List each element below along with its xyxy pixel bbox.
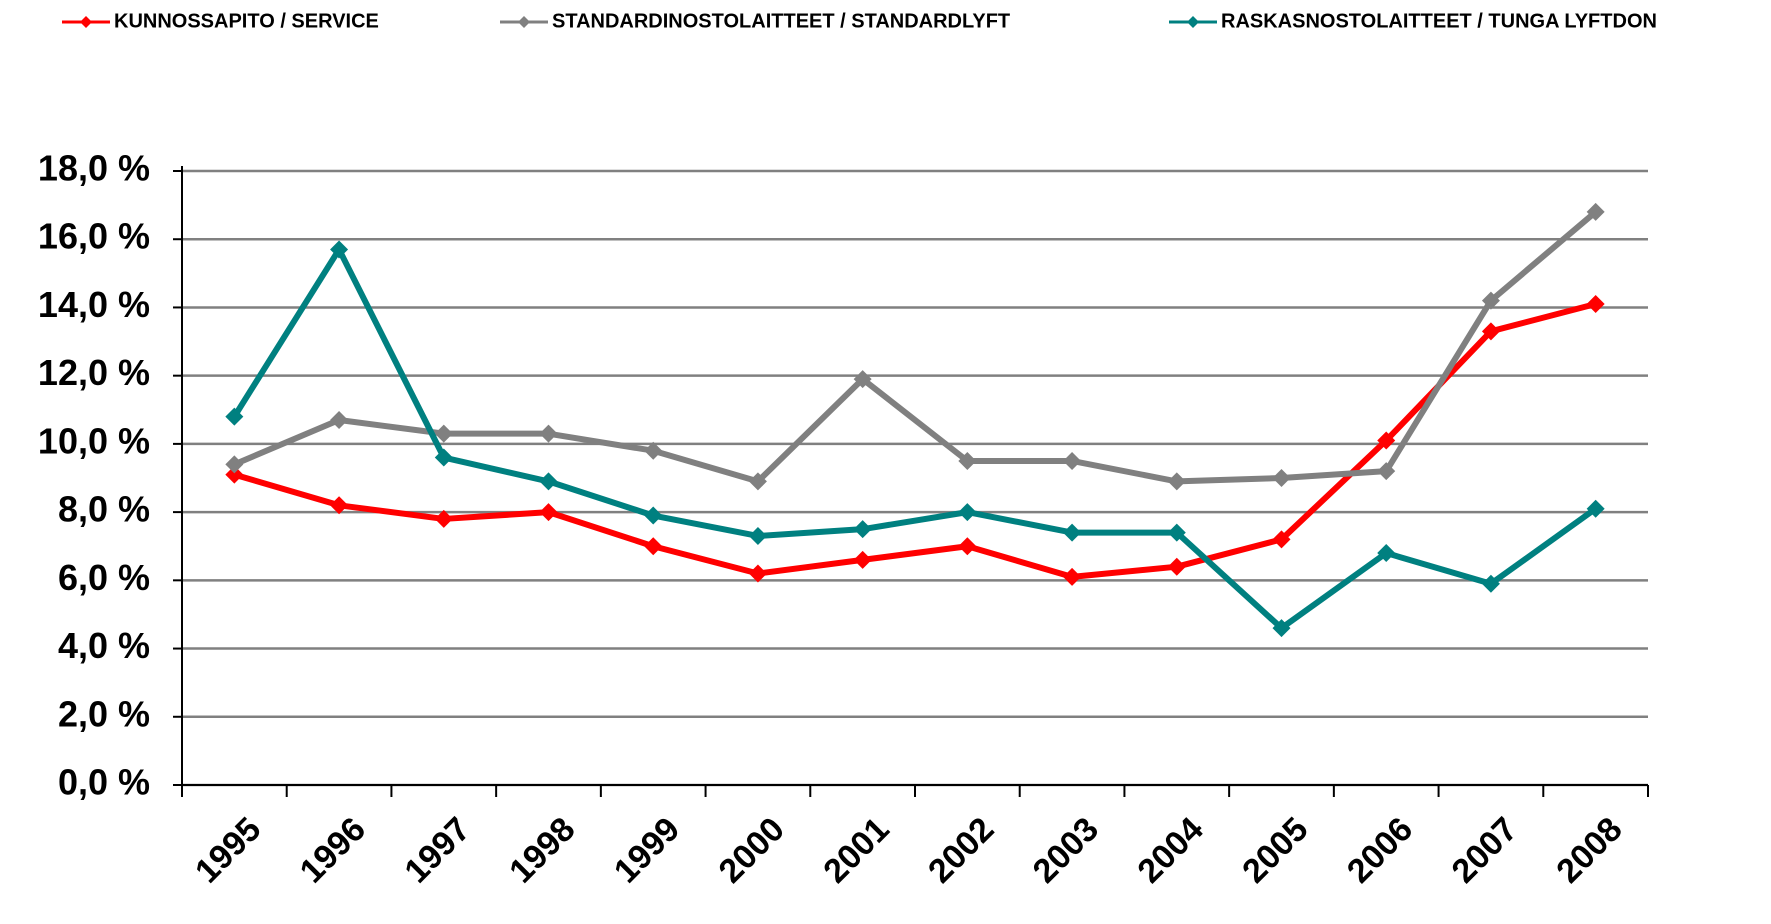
legend-label: RASKASNOSTOLAITTEET / TUNGA LYFTDON (1221, 10, 1657, 32)
point-marker (1063, 523, 1082, 542)
x-tick-label: 1995 (188, 810, 268, 890)
point-marker (958, 537, 977, 556)
x-tick-label: 2008 (1549, 810, 1629, 890)
point-marker (1272, 619, 1291, 638)
x-tick-label: 2001 (816, 810, 896, 890)
point-marker (853, 370, 872, 389)
point-marker (1272, 530, 1291, 549)
x-tick-label: 2005 (1235, 810, 1315, 890)
y-tick-label: 0,0 % (58, 762, 150, 803)
y-tick-label: 8,0 % (58, 489, 150, 530)
point-marker (1481, 291, 1500, 310)
legend-marker (1187, 16, 1199, 28)
legend-label: KUNNOSSAPITO / SERVICE (114, 10, 379, 32)
point-marker (434, 509, 453, 528)
series-line (231, 246, 1598, 632)
point-marker (539, 503, 558, 522)
point-marker (225, 465, 244, 484)
series-line (233, 209, 1598, 485)
point-marker (644, 506, 663, 525)
legend-label: STANDARDINOSTOLAITTEET / STANDARDLYFT (552, 10, 1010, 32)
x-tick-label: 2003 (1026, 810, 1106, 890)
point-marker (434, 448, 453, 467)
point-marker (1167, 557, 1186, 576)
point-marker (748, 472, 767, 491)
y-tick-label: 10,0 % (38, 420, 150, 461)
legend-marker (80, 16, 92, 28)
point-marker (434, 424, 453, 443)
point-marker (644, 441, 663, 460)
point-marker (958, 503, 977, 522)
point-marker (1377, 544, 1396, 563)
point-marker (539, 472, 558, 491)
legend-marker (518, 16, 530, 28)
point-marker (1272, 469, 1291, 487)
point-marker (1481, 322, 1500, 341)
point-marker (330, 411, 349, 430)
point-marker (1481, 574, 1500, 593)
y-tick-label: 6,0 % (58, 557, 150, 598)
y-tick-label: 18,0 % (38, 148, 150, 189)
point-marker (330, 496, 349, 515)
point-marker (1167, 472, 1186, 491)
x-tick-label: 1999 (607, 810, 687, 890)
point-marker (1586, 295, 1605, 314)
point-marker (853, 520, 872, 539)
point-marker (225, 407, 244, 426)
y-tick-label: 4,0 % (58, 625, 150, 666)
point-marker (748, 564, 767, 583)
x-tick-label: 2000 (712, 810, 792, 890)
x-tick-label: 1997 (397, 810, 477, 890)
point-marker (748, 526, 767, 545)
point-marker (1063, 567, 1082, 586)
point-marker (644, 537, 663, 556)
x-tick-label: 1996 (293, 810, 373, 890)
point-marker (1586, 499, 1605, 518)
point-marker (1063, 451, 1082, 470)
y-tick-label: 16,0 % (38, 216, 150, 257)
x-tick-label: 1998 (502, 810, 582, 890)
point-marker (1377, 431, 1396, 450)
point-marker (1167, 523, 1186, 542)
point-marker (330, 240, 349, 259)
x-tick-label: 2007 (1445, 810, 1525, 890)
y-tick-label: 14,0 % (38, 284, 150, 325)
point-marker (1586, 202, 1605, 221)
x-tick-label: 2006 (1340, 810, 1420, 890)
point-marker (1377, 462, 1396, 481)
y-tick-label: 2,0 % (58, 693, 150, 734)
x-tick-label: 2002 (921, 810, 1001, 890)
x-tick-label: 2004 (1130, 810, 1210, 890)
point-marker (853, 550, 872, 569)
point-marker (539, 424, 558, 443)
point-marker (225, 455, 244, 474)
series-line (233, 301, 1597, 580)
point-marker (958, 451, 977, 470)
y-tick-label: 12,0 % (38, 352, 150, 393)
